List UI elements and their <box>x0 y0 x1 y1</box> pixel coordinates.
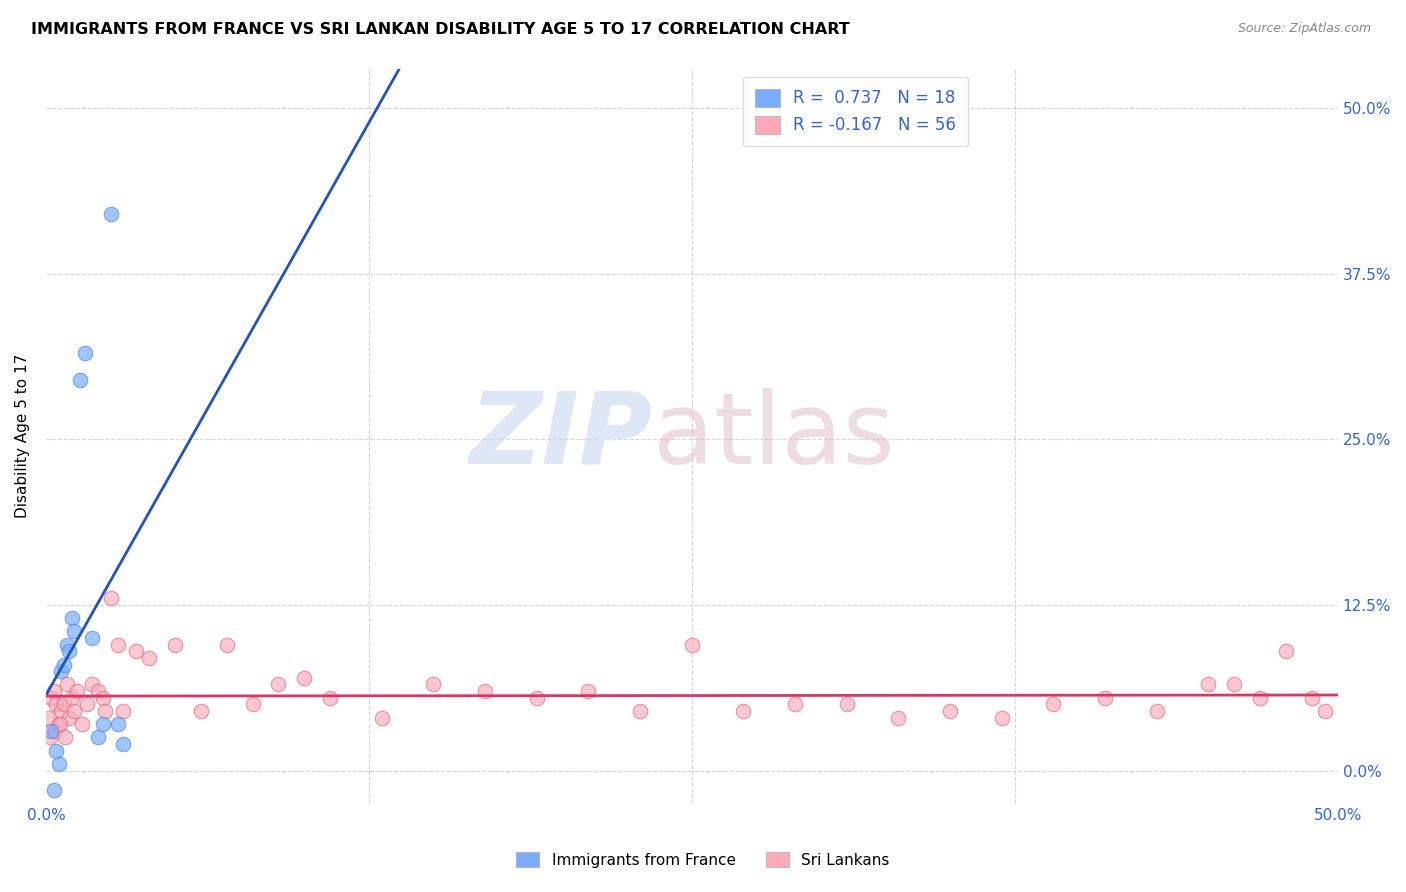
Point <box>44 723 66 738</box>
Point <box>107 638 129 652</box>
Point <box>51 664 73 678</box>
Point <box>242 698 264 712</box>
Point <box>578 684 600 698</box>
Point <box>58 710 80 724</box>
Point <box>39 690 62 705</box>
Point <box>63 704 86 718</box>
Point <box>38 731 60 745</box>
Point <box>91 717 114 731</box>
Point <box>190 704 212 718</box>
Point <box>991 710 1014 724</box>
Legend: R =  0.737   N = 18, R = -0.167   N = 56: R = 0.737 N = 18, R = -0.167 N = 56 <box>744 77 967 146</box>
Point <box>1094 690 1116 705</box>
Point <box>70 717 93 731</box>
Point <box>73 346 96 360</box>
Point <box>1301 690 1323 705</box>
Legend: Immigrants from France, Sri Lankans: Immigrants from France, Sri Lankans <box>509 844 897 875</box>
Point <box>112 737 135 751</box>
Point <box>76 698 98 712</box>
Text: atlas: atlas <box>652 387 894 484</box>
Point <box>1223 677 1246 691</box>
Point <box>45 744 67 758</box>
Point <box>733 704 755 718</box>
Point <box>1042 698 1064 712</box>
Point <box>526 690 548 705</box>
Point <box>215 638 238 652</box>
Point <box>42 783 65 797</box>
Point <box>371 710 394 724</box>
Point <box>94 704 117 718</box>
Point <box>86 731 108 745</box>
Point <box>63 624 86 639</box>
Point <box>55 638 77 652</box>
Point <box>49 717 72 731</box>
Point <box>112 704 135 718</box>
Point <box>42 684 65 698</box>
Point <box>53 657 76 672</box>
Point <box>1249 690 1271 705</box>
Text: Source: ZipAtlas.com: Source: ZipAtlas.com <box>1237 22 1371 36</box>
Point <box>66 684 89 698</box>
Point <box>138 651 160 665</box>
Point <box>422 677 444 691</box>
Point <box>38 710 60 724</box>
Point <box>53 698 76 712</box>
Point <box>60 611 83 625</box>
Point <box>58 644 80 658</box>
Point <box>681 638 703 652</box>
Point <box>939 704 962 718</box>
Point <box>100 591 122 606</box>
Point <box>45 698 67 712</box>
Point <box>319 690 342 705</box>
Point <box>60 690 83 705</box>
Point <box>48 756 70 771</box>
Point <box>125 644 148 658</box>
Point <box>82 631 104 645</box>
Text: ZIP: ZIP <box>470 387 652 484</box>
Point <box>86 684 108 698</box>
Y-axis label: Disability Age 5 to 17: Disability Age 5 to 17 <box>15 354 30 518</box>
Point <box>1198 677 1220 691</box>
Point <box>39 723 62 738</box>
Point <box>1146 704 1168 718</box>
Point <box>292 671 315 685</box>
Point <box>48 717 70 731</box>
Point <box>55 677 77 691</box>
Point <box>267 677 290 691</box>
Point <box>51 704 73 718</box>
Point <box>1313 704 1336 718</box>
Point <box>887 710 910 724</box>
Point <box>785 698 807 712</box>
Point <box>91 690 114 705</box>
Point <box>474 684 496 698</box>
Point <box>82 677 104 691</box>
Point <box>165 638 187 652</box>
Point <box>69 373 91 387</box>
Point <box>835 698 858 712</box>
Text: IMMIGRANTS FROM FRANCE VS SRI LANKAN DISABILITY AGE 5 TO 17 CORRELATION CHART: IMMIGRANTS FROM FRANCE VS SRI LANKAN DIS… <box>31 22 849 37</box>
Point <box>100 207 122 221</box>
Point <box>628 704 651 718</box>
Point <box>107 717 129 731</box>
Point <box>53 731 76 745</box>
Point <box>1275 644 1298 658</box>
